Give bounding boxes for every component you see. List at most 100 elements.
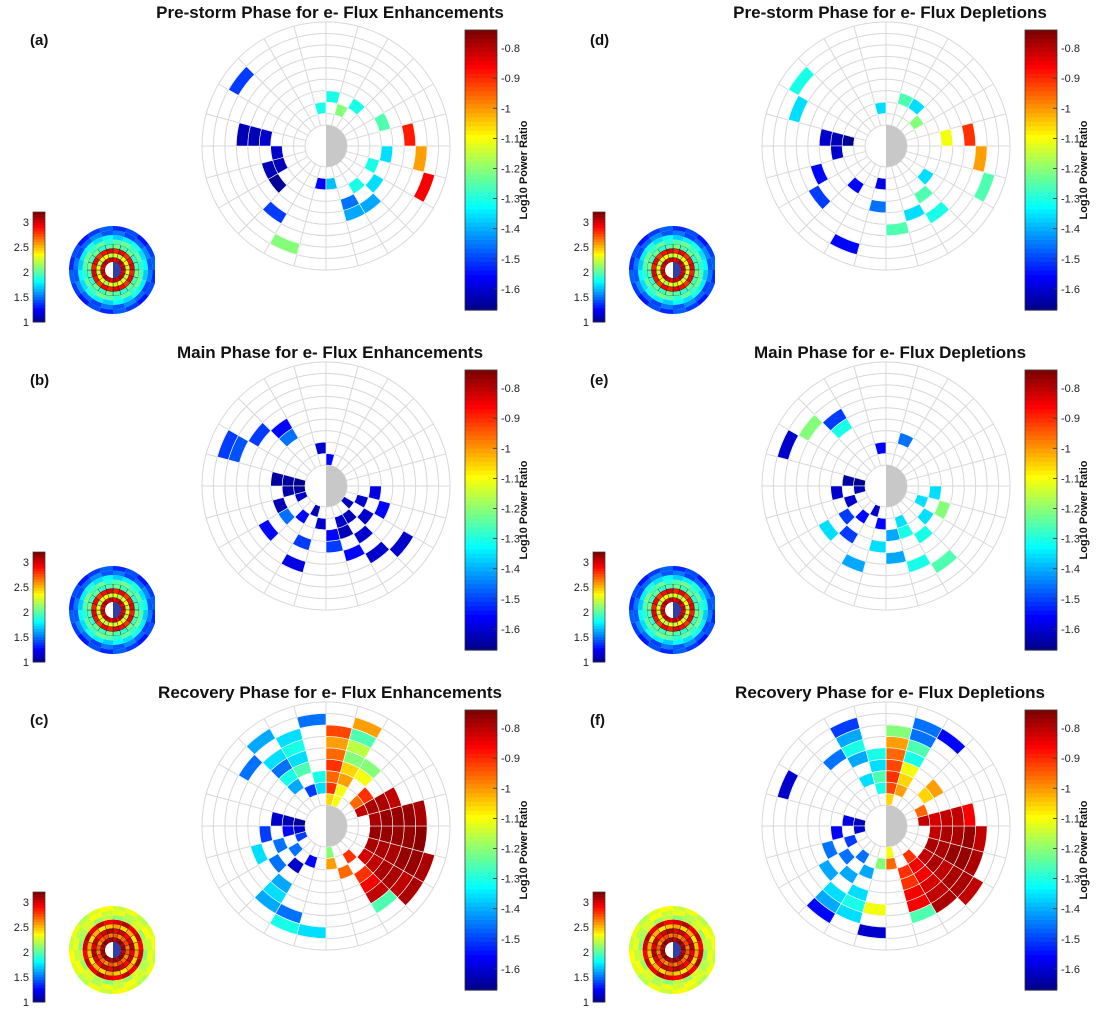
inset-colorbar-segment (33, 291, 45, 295)
colorbar-segment (1025, 959, 1057, 965)
inset-colorbar-segment (33, 305, 45, 309)
inset-colorbar-segment (593, 618, 605, 622)
colorbar-frame (1024, 709, 1058, 991)
inset-heatmap-cell (659, 987, 673, 994)
inset-heatmap-cell (75, 246, 85, 260)
inset-heatmap-cell (146, 597, 153, 610)
inset-colorbar-frame (592, 891, 606, 1003)
inset-heatmap-cell (136, 574, 149, 587)
heatmap-cell (364, 173, 385, 194)
inset-heatmap-cell (134, 958, 143, 968)
inset-heatmap-cell (84, 287, 96, 299)
inset-heatmap-cell (92, 974, 104, 984)
colorbar-tick-label: -1.5 (1061, 934, 1080, 946)
inset-colorbar-segment (33, 900, 45, 904)
grid-spoke (906, 113, 1006, 142)
colorbar-segment (1025, 370, 1057, 375)
heatmap-cell (841, 814, 856, 827)
colorbar-segment (1025, 435, 1057, 441)
inset-heatmap-cell (102, 639, 113, 645)
heatmap-cell (853, 825, 867, 835)
inset-colorbar-segment (593, 651, 605, 655)
inset-heatmap-cell (673, 987, 687, 994)
inset-colorbar-segment (593, 305, 605, 309)
inset-heatmap-cell (652, 916, 664, 926)
inset-colorbar-segment (593, 985, 605, 989)
inset-heatmap-cell (78, 610, 84, 621)
inset-heatmap-cell (123, 232, 137, 242)
heatmap-cell (908, 114, 925, 131)
colorbar-frame (464, 369, 498, 651)
colorbar-tick-label: -1.2 (1061, 503, 1080, 515)
colorbar-segment (465, 580, 497, 585)
inset-colorbar-segment (593, 629, 605, 633)
inset-heatmap-cell (631, 622, 642, 636)
colorbar-segment (465, 950, 497, 956)
colorbar-segment (1025, 518, 1057, 524)
colorbar-segment (1025, 601, 1057, 607)
colorbar: -0.8 -0.9 -1 -1.1 -1.2 -1.3 -1.4 -1.5 -1.6 (1024, 369, 1080, 651)
inset-colorbar-segment (593, 620, 605, 624)
inset-colorbar-segment (33, 894, 45, 898)
colorbar-segment (465, 915, 497, 921)
colorbar-segment (465, 196, 497, 202)
colorbar-tick-label: -1.1 (501, 813, 520, 825)
heatmap-cell (258, 128, 273, 147)
inset-colorbar-segment (593, 585, 605, 589)
colorbar-segment (465, 113, 497, 119)
heatmap-cell (862, 901, 887, 916)
inset-heatmap-cell (113, 299, 124, 305)
inset-colorbar-segment (593, 212, 605, 216)
inset-heatmap-cell (685, 981, 699, 992)
inset-colorbar-segment (593, 297, 605, 301)
colorbar-tick-label: -1.6 (501, 964, 520, 976)
inset-heatmap-cell (643, 932, 652, 942)
inset-heatmap-cell (644, 241, 656, 253)
inset-heatmap-cell (639, 619, 649, 631)
inset-heatmap-cell (121, 631, 131, 640)
inset-heatmap-cell (635, 620, 645, 634)
colorbar-segment (465, 488, 497, 494)
inset-colorbar-segment (593, 313, 605, 317)
inset-heatmap-cell (113, 987, 127, 994)
inset-heatmap-cell (123, 638, 137, 648)
colorbar-frame (1024, 29, 1058, 311)
heatmap-cell (874, 176, 887, 191)
inset-colorbar-segment (33, 214, 45, 218)
inset-heatmap-cell (702, 610, 708, 621)
inset-colorbar-segment (33, 234, 45, 238)
inset-heatmap-cell (643, 592, 652, 602)
inset-colorbar-tick-label: 1.5 (14, 292, 29, 304)
heatmap-cell (267, 853, 288, 874)
inset-heatmap-cell (92, 916, 104, 926)
colorbar-segment (465, 889, 497, 895)
inset-colorbar-segment (33, 977, 45, 981)
heatmap-cell (822, 747, 848, 772)
heatmap-cell (286, 856, 305, 875)
colorbar-segment (465, 784, 497, 790)
colorbar-segment (1025, 218, 1057, 224)
heatmap-cell (293, 817, 307, 827)
inset-heatmap-cell (130, 287, 142, 299)
colorbar-segment (465, 845, 497, 851)
inset-colorbar-segment (33, 582, 45, 586)
inset-heatmap-cell (643, 958, 652, 968)
colorbar-segment (1025, 279, 1057, 285)
colorbar-segment (465, 483, 497, 489)
inset-heatmap-cell (673, 230, 686, 237)
inset-heatmap-cell (79, 249, 89, 261)
inset-colorbar-segment (33, 267, 45, 271)
inset-heatmap-cell (696, 973, 709, 986)
inset-colorbar-segment (593, 264, 605, 268)
inset-colorbar-segment (33, 313, 45, 317)
colorbar-segment (465, 775, 497, 781)
inset-heatmap-cell (113, 235, 124, 241)
inset-colorbar-segment (593, 236, 605, 240)
inset-center-left (105, 602, 113, 618)
heatmap-cell (810, 162, 829, 186)
colorbar-segment (465, 466, 497, 472)
inset-colorbar-segment (33, 642, 45, 646)
colorbar-segment (465, 615, 497, 620)
colorbar-segment (1025, 880, 1057, 886)
inset-colorbar-segment (593, 903, 605, 907)
